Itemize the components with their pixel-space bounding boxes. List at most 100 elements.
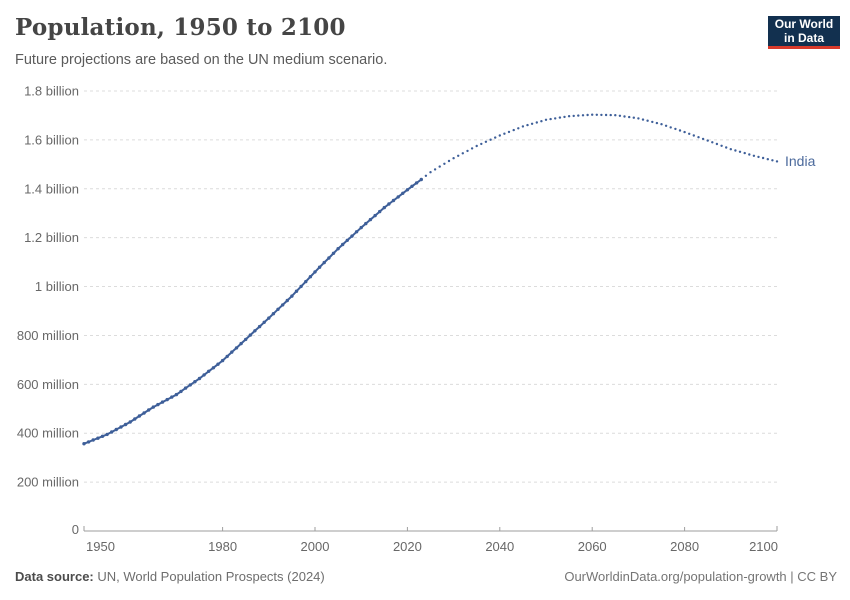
series-dot[interactable] <box>354 230 359 234</box>
series-dot[interactable] <box>281 303 285 307</box>
series-dot-projected[interactable] <box>701 137 705 141</box>
series-dot[interactable] <box>244 337 248 342</box>
series-dot[interactable] <box>114 427 119 432</box>
series-dot-projected[interactable] <box>734 149 737 152</box>
series-dot-projected[interactable] <box>452 157 455 160</box>
series-dot[interactable] <box>174 392 179 397</box>
entity-label-india[interactable]: India <box>785 153 816 169</box>
series-dot[interactable] <box>405 188 410 192</box>
series-dot[interactable] <box>285 298 289 303</box>
series-dot[interactable] <box>193 380 197 384</box>
series-dot-projected[interactable] <box>692 134 695 137</box>
series-dot[interactable] <box>257 324 262 329</box>
series-dot-projected[interactable] <box>628 115 631 119</box>
series-dot-projected[interactable] <box>715 142 719 146</box>
series-dot-projected[interactable] <box>720 144 723 147</box>
owid-logo[interactable]: Our World in Data <box>768 16 840 49</box>
series-dot-projected[interactable] <box>604 113 608 117</box>
series-dot[interactable] <box>419 177 423 182</box>
series-dot-projected[interactable] <box>447 159 451 163</box>
series-dot-projected[interactable] <box>554 117 557 120</box>
series-dot-projected[interactable] <box>651 120 654 124</box>
series-dot-projected[interactable] <box>586 113 589 117</box>
series-dot-projected[interactable] <box>738 150 742 153</box>
series-dot-projected[interactable] <box>470 147 474 150</box>
series-dot-projected[interactable] <box>688 132 691 135</box>
series-dot-projected[interactable] <box>725 146 728 149</box>
series-dot-projected[interactable] <box>563 115 566 119</box>
series-dot-projected[interactable] <box>618 114 622 118</box>
series-dot-projected[interactable] <box>517 127 520 130</box>
series-dot[interactable] <box>290 294 294 298</box>
series-dot[interactable] <box>387 202 391 206</box>
series-dot-projected[interactable] <box>591 113 594 116</box>
series-dot[interactable] <box>220 358 225 363</box>
series-dot-projected[interactable] <box>558 116 562 119</box>
series-dot[interactable] <box>248 333 252 337</box>
series-dot[interactable] <box>373 213 377 218</box>
series-dot[interactable] <box>410 184 414 188</box>
series-dot[interactable] <box>368 217 373 222</box>
series-dot[interactable] <box>82 442 86 446</box>
series-dot[interactable] <box>147 408 151 412</box>
series-dot[interactable] <box>308 275 313 279</box>
series-dot[interactable] <box>96 436 100 440</box>
series-dot[interactable] <box>313 270 317 274</box>
series-dot[interactable] <box>359 225 363 230</box>
series-dot-projected[interactable] <box>729 148 732 151</box>
series-dot[interactable] <box>294 289 299 293</box>
series-dot-projected[interactable] <box>655 121 659 125</box>
series-dot-projected[interactable] <box>530 122 534 126</box>
series-dot-projected[interactable] <box>646 119 649 122</box>
series-dot-projected[interactable] <box>489 138 492 141</box>
series-dot-projected[interactable] <box>443 162 446 165</box>
series-dot-projected[interactable] <box>683 130 686 134</box>
series-dot-projected[interactable] <box>535 121 538 124</box>
series-dot-projected[interactable] <box>761 156 765 160</box>
series-dot[interactable] <box>188 383 192 387</box>
series-dot[interactable] <box>331 251 336 255</box>
series-dot[interactable] <box>267 316 271 320</box>
series-dot[interactable] <box>156 402 160 407</box>
series-dot-projected[interactable] <box>697 136 700 139</box>
series-dot[interactable] <box>183 386 188 390</box>
series-dot-projected[interactable] <box>752 154 756 157</box>
series-dot[interactable] <box>350 234 354 238</box>
series-dot[interactable] <box>322 260 326 265</box>
series-dot[interactable] <box>271 312 276 316</box>
series-dot[interactable] <box>276 307 280 311</box>
series-dot-projected[interactable] <box>507 130 511 134</box>
series-dot[interactable] <box>160 400 165 404</box>
series-dot-projected[interactable] <box>711 141 714 144</box>
series-dot[interactable] <box>382 205 386 210</box>
series-dot-projected[interactable] <box>664 124 668 128</box>
series-dot-projected[interactable] <box>757 155 760 159</box>
series-dot[interactable] <box>128 420 132 424</box>
series-dot-projected[interactable] <box>466 149 469 153</box>
series-dot[interactable] <box>119 425 123 429</box>
series-dot-projected[interactable] <box>609 113 612 117</box>
series-dot[interactable] <box>225 354 229 359</box>
series-dot-projected[interactable] <box>457 154 460 157</box>
series-dot[interactable] <box>133 417 137 421</box>
series-dot-projected[interactable] <box>494 136 497 139</box>
series-dot-projected[interactable] <box>632 116 635 119</box>
footer-credit-link[interactable]: OurWorldinData.org/population-growth | C… <box>564 569 837 584</box>
series-dot-projected[interactable] <box>540 120 543 123</box>
series-dot[interactable] <box>86 440 91 444</box>
series-dot[interactable] <box>100 434 105 438</box>
series-dot-projected[interactable] <box>484 140 488 143</box>
series-dot[interactable] <box>299 284 303 289</box>
series-dot[interactable] <box>170 395 174 399</box>
series-dot-projected[interactable] <box>438 165 441 168</box>
series-dot[interactable] <box>262 320 266 324</box>
series-dot[interactable] <box>253 329 257 333</box>
series-dot[interactable] <box>216 362 220 366</box>
series-dot-projected[interactable] <box>512 128 515 132</box>
series-dot[interactable] <box>414 181 419 185</box>
series-dot[interactable] <box>91 438 95 442</box>
series-dot-projected[interactable] <box>424 174 428 177</box>
series-dot-projected[interactable] <box>567 115 571 118</box>
series-dot[interactable] <box>197 376 202 381</box>
